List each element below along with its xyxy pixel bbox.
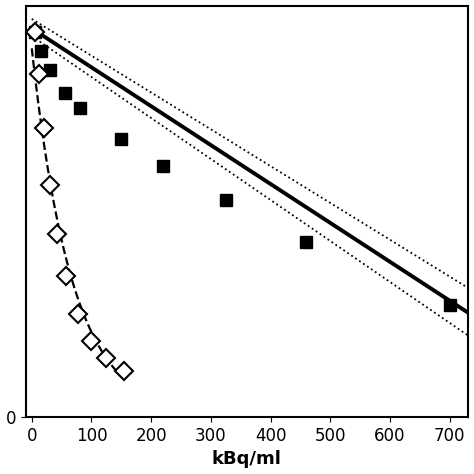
X-axis label: kBq/ml: kBq/ml [212,450,282,468]
